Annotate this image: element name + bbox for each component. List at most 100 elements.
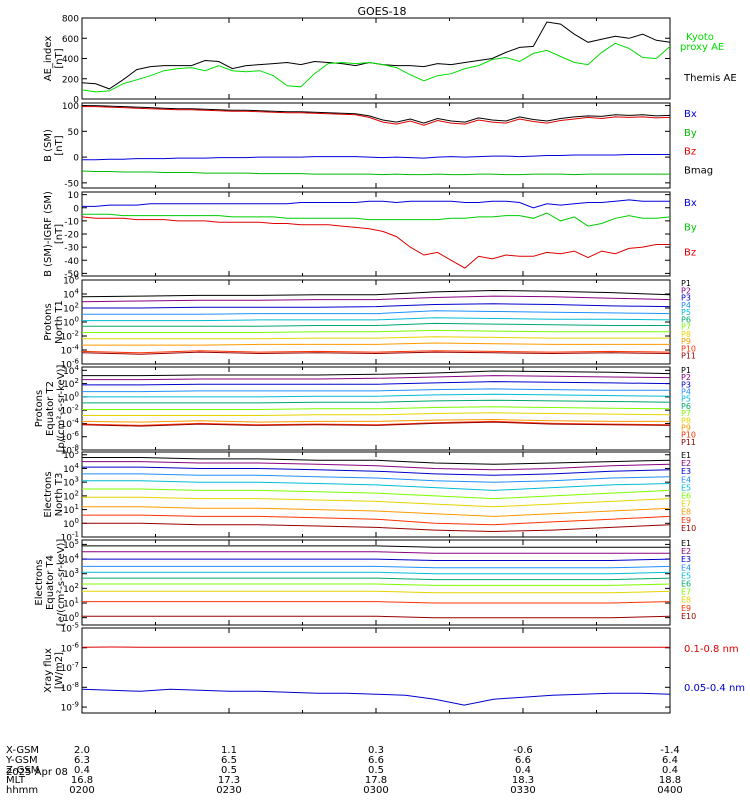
legend-entry: E1 — [681, 451, 691, 460]
series-line — [81, 421, 671, 427]
series-line — [81, 350, 671, 354]
legend-entry: P5 — [681, 395, 691, 404]
y-tick-label: 800 — [62, 15, 79, 25]
series-line — [81, 21, 671, 90]
series-line — [81, 289, 671, 298]
series-line — [81, 42, 671, 93]
orbit-value: 1.1 — [221, 745, 237, 756]
legend-entry: P10 — [681, 431, 696, 440]
y-tick-label: 102 — [63, 302, 79, 315]
orbit-value: 18.3 — [512, 775, 534, 786]
legend-entry: E10 — [681, 524, 696, 533]
legend-entry: E4 — [681, 475, 691, 484]
y-tick-label: 10-9 — [61, 701, 79, 714]
legend-entry: P6 — [681, 315, 691, 324]
orbit-value: 0.4 — [662, 765, 678, 776]
series-line — [82, 310, 671, 315]
orbit-value: -0.6 — [513, 745, 533, 756]
legend-entry: E3 — [681, 467, 691, 476]
axis-label: Electrons — [34, 559, 45, 605]
date-label: 2025 Apr 08 — [6, 767, 68, 778]
series-line — [82, 457, 671, 465]
legend-entry: E6 — [681, 580, 691, 589]
series-line — [82, 406, 671, 410]
series-line — [82, 545, 670, 548]
series-line — [82, 370, 671, 377]
y-tick-label: -10 — [64, 217, 79, 227]
axis-label: Xray flux — [43, 648, 54, 693]
y-tick-label: 200 — [62, 75, 79, 85]
series-line — [82, 577, 671, 581]
legend-entry: E7 — [681, 500, 691, 509]
series-line — [82, 615, 671, 619]
legend-entry: P2 — [681, 286, 691, 295]
series-line — [81, 295, 671, 303]
legend-entry: E8 — [681, 508, 691, 517]
series-line — [82, 393, 671, 398]
series-line — [82, 558, 671, 561]
series-line — [82, 601, 671, 604]
axis-label: [e/(cm²-s-sr-keV)] — [56, 539, 67, 627]
y-tick-label: -20 — [64, 231, 79, 241]
axis-label: Electrons — [43, 471, 54, 517]
legend-entry: P2 — [681, 373, 691, 382]
orbit-value: 0330 — [510, 785, 535, 796]
series-line — [82, 154, 670, 161]
legend-entry: Themis AE — [683, 73, 737, 84]
legend-entry: Bx — [684, 198, 697, 209]
orbit-value: 0200 — [69, 785, 94, 796]
orbit-value: 0.5 — [368, 765, 384, 776]
legend-entry: E8 — [681, 596, 691, 605]
legend-entry: Bmag — [684, 165, 713, 176]
legend-entry: P9 — [681, 423, 691, 432]
series-line — [82, 480, 671, 491]
y-tick-label: 400 — [62, 55, 79, 65]
y-tick-label: -50 — [64, 179, 79, 189]
orbit-table: X-GSMY-GSMZ-GSMMLThhmm2.06.30.416.802001… — [5, 745, 683, 796]
series-line — [82, 565, 671, 569]
series-line — [81, 420, 671, 426]
legend-entry: P7 — [681, 409, 691, 418]
series-line — [81, 418, 670, 423]
legend-entry: P6 — [681, 402, 691, 411]
series-line — [81, 688, 671, 706]
series-line — [82, 466, 671, 476]
orbit-value: 6.3 — [74, 755, 90, 766]
legend-entry: P4 — [681, 388, 691, 397]
axis-label: Equator T2 — [45, 381, 56, 436]
series-line — [82, 336, 670, 340]
axis-label: [W/m2] — [54, 652, 65, 689]
y-tick-label: 101 — [63, 503, 79, 516]
orbit-row-label: MLT — [6, 775, 26, 786]
legend-entry: By — [684, 223, 697, 234]
legend-entry: proxy AE — [680, 42, 724, 53]
legend-entry: P5 — [681, 308, 691, 317]
series-line — [82, 106, 671, 126]
axis-label: Protons — [43, 303, 54, 340]
y-tick-label: 100 — [62, 102, 79, 112]
orbit-value: 0.4 — [74, 765, 90, 776]
legend-entry: E9 — [681, 604, 691, 613]
orbit-value: -1.4 — [660, 745, 680, 756]
legend-entry: P11 — [681, 352, 696, 361]
y-tick-label: 104 — [63, 462, 79, 475]
legend-entry: Kyoto — [686, 32, 714, 43]
orbit-value: 0.5 — [221, 765, 237, 776]
orbit-value: 17.8 — [365, 775, 387, 786]
y-tick-label: 10-4 — [61, 344, 80, 357]
axis-label: [p/(cm²-s-sr-keV)] — [56, 365, 67, 453]
legend-entry: E2 — [681, 459, 691, 468]
series-line — [82, 375, 671, 381]
orbit-value: 0230 — [216, 785, 241, 796]
axis-label: B (SM)-IGRF (SM) — [43, 191, 54, 277]
orbit-value: 17.3 — [218, 775, 240, 786]
axis-label: North T3 — [54, 473, 65, 517]
y-tick-label: 103 — [63, 476, 79, 489]
legend-entry: E2 — [681, 547, 691, 556]
panel-3: 10 0 -10 -20 -30 -40 -50 B (SM)-IGRF (SM) [nT] Bx… — [43, 191, 697, 280]
orbit-value: 18.8 — [659, 775, 681, 786]
orbit-value: 6.5 — [221, 755, 237, 766]
y-tick-label: 50 — [68, 128, 80, 138]
legend-entry: 0.1-0.8 nm — [684, 644, 739, 655]
series-line — [82, 514, 671, 526]
